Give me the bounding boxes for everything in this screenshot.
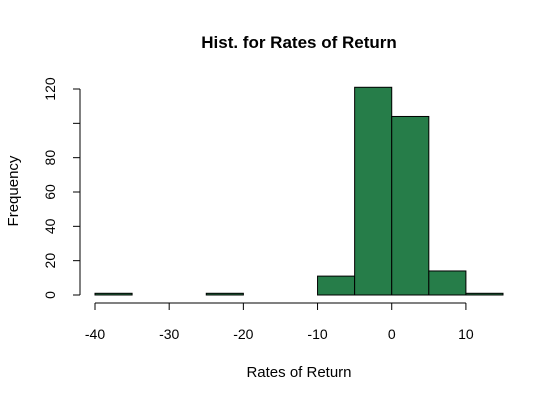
histogram-bar	[391, 115, 430, 296]
x-tick-label: -20	[233, 326, 253, 342]
histogram-bar	[205, 292, 244, 296]
x-tick-label: -40	[85, 326, 105, 342]
histogram-bars	[94, 86, 504, 296]
y-tick-label: 120	[42, 77, 58, 101]
histogram-bar	[94, 292, 133, 296]
histogram-bar	[428, 270, 467, 296]
x-axis-label: Rates of Return	[246, 364, 351, 381]
y-tick-label: 40	[42, 218, 58, 234]
x-tick-label: 0	[388, 326, 396, 342]
x-tick-label: -10	[307, 326, 327, 342]
histogram-bar	[317, 275, 356, 296]
y-axis: 0 20 40 60 80 120	[42, 77, 81, 299]
y-tick-label: 0	[42, 291, 58, 299]
y-tick-label: 20	[42, 253, 58, 269]
chart-title: Hist. for Rates of Return	[201, 33, 397, 52]
x-tick-label: 10	[458, 326, 474, 342]
y-tick-label: 60	[42, 184, 58, 200]
x-axis: -40 -30 -20 -10 0 10	[85, 302, 474, 342]
histogram-bar	[354, 86, 393, 296]
x-tick-label: -30	[159, 326, 179, 342]
y-axis-label: Frequency	[5, 155, 22, 226]
y-tick-label: 80	[42, 150, 58, 166]
histogram-bar	[465, 292, 504, 296]
